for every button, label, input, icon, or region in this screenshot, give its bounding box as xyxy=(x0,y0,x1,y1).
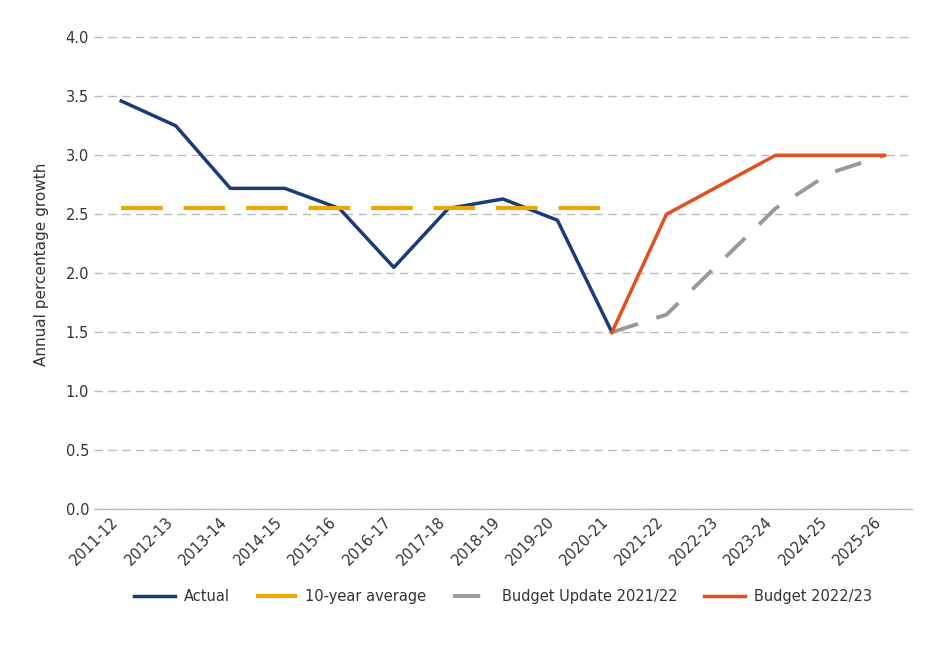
Legend: Actual, 10-year average, Budget Update 2021/22, Budget 2022/23: Actual, 10-year average, Budget Update 2… xyxy=(128,583,878,610)
Y-axis label: Annual percentage growth: Annual percentage growth xyxy=(34,163,49,366)
